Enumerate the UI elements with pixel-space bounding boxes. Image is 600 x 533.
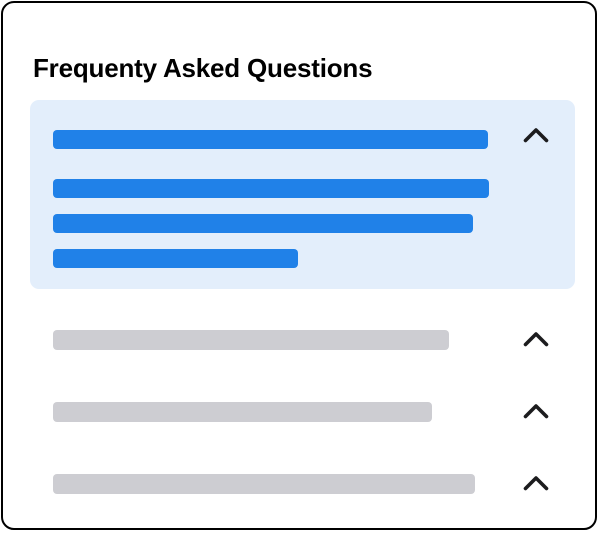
question-skeleton-bar xyxy=(53,474,475,494)
chevron-up-icon xyxy=(523,404,549,419)
answer-skeleton-bar xyxy=(53,214,473,233)
collapse-toggle-button[interactable] xyxy=(521,398,551,426)
collapse-toggle-button[interactable] xyxy=(521,470,551,498)
collapse-toggle-button[interactable] xyxy=(521,326,551,354)
faq-item-expanded xyxy=(30,100,575,289)
faq-item-collapsed[interactable] xyxy=(30,474,575,494)
chevron-up-icon xyxy=(523,332,549,347)
answer-skeleton-bar xyxy=(53,249,298,268)
faq-item-collapsed[interactable] xyxy=(30,402,575,422)
chevron-up-icon xyxy=(523,128,549,143)
question-skeleton-bar xyxy=(53,330,449,350)
question-skeleton-bar xyxy=(53,130,488,149)
question-skeleton-bar xyxy=(53,402,432,422)
collapse-toggle-button[interactable] xyxy=(521,122,551,150)
page-title: Frequenty Asked Questions xyxy=(33,53,373,84)
chevron-up-icon xyxy=(523,476,549,491)
faq-item-collapsed[interactable] xyxy=(30,330,575,350)
faq-list xyxy=(30,100,575,494)
answer-skeleton-bar xyxy=(53,179,489,198)
